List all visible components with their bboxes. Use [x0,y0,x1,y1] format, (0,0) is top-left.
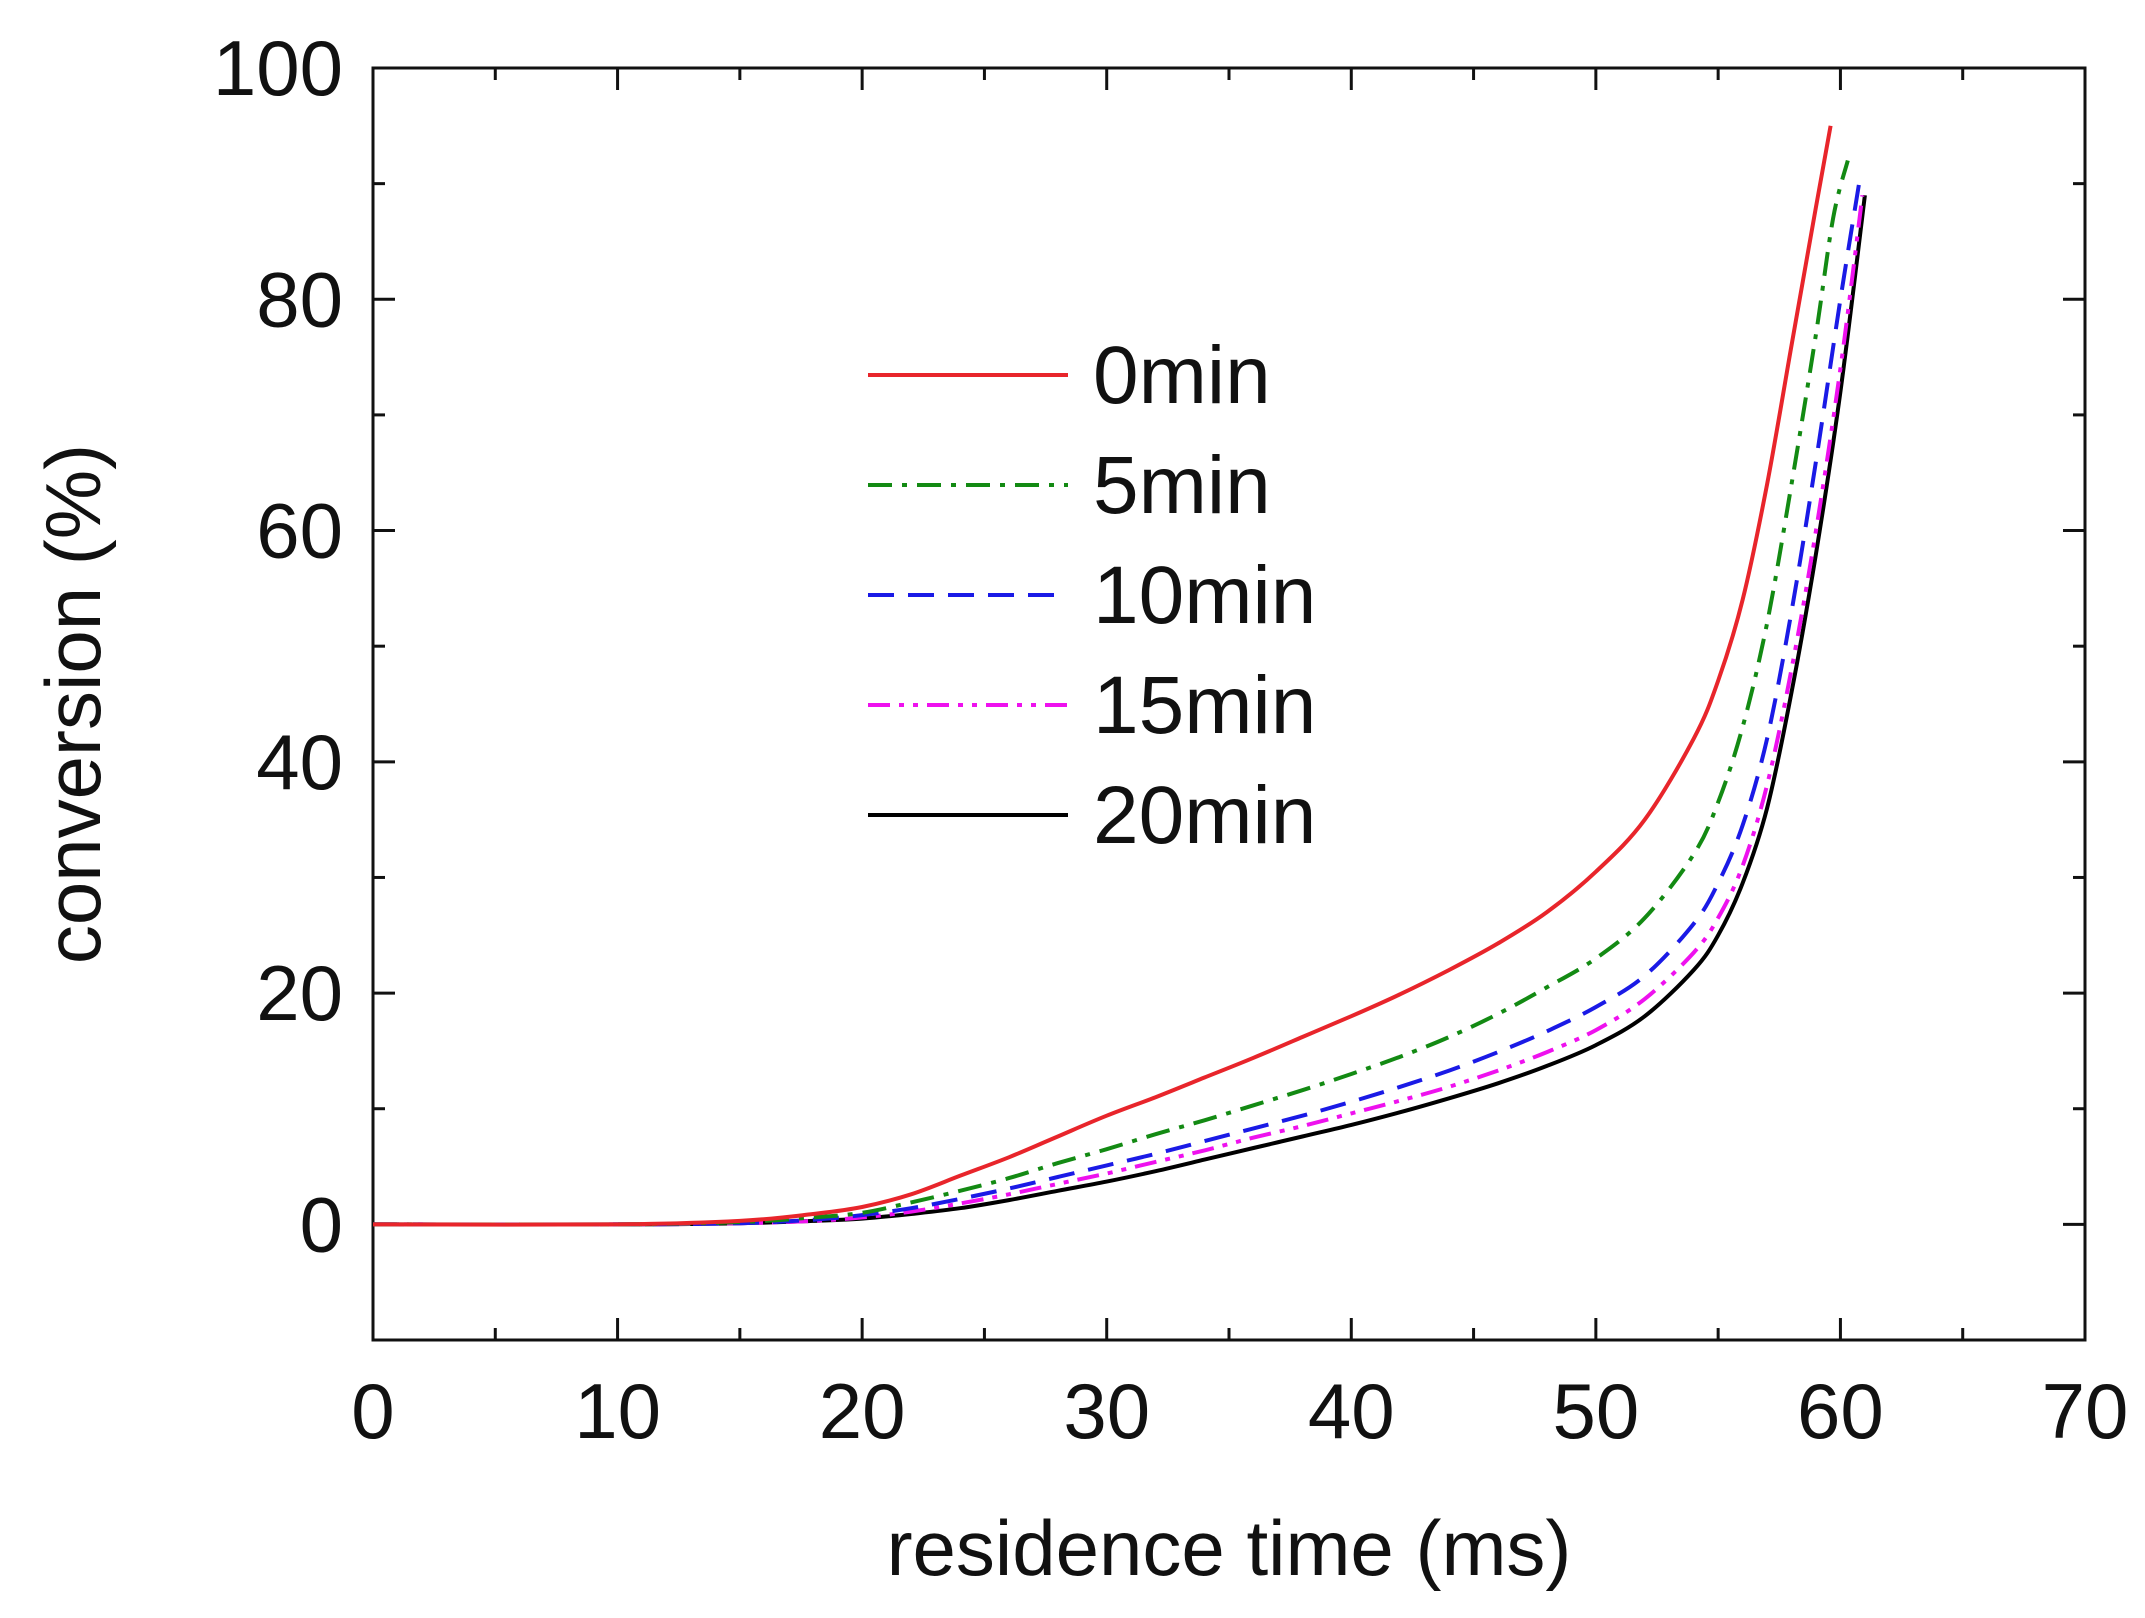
legend: 0min 5min 10min 15min 20min [868,330,1316,861]
series-layer [372,125,1867,1227]
y-tick-label: 100 [213,24,343,112]
series-line-0min [372,125,1833,1227]
x-tick-label: 60 [1797,1367,1884,1455]
x-axis-title: residence time (ms) [887,1504,1572,1592]
legend-label-10min: 10min [1093,550,1316,641]
axis-ticks: 0 10 20 30 40 50 60 70 0 20 40 60 80 100 [213,24,2129,1455]
legend-label-0min: 0min [1093,330,1271,421]
x-tick-label: 20 [819,1367,906,1455]
x-tick-label: 70 [2042,1367,2129,1455]
y-tick-label: 40 [256,718,343,806]
y-tick-label: 20 [256,949,343,1037]
x-tick-label: 50 [1552,1367,1639,1455]
x-tick-label: 10 [574,1367,661,1455]
y-tick-label: 60 [256,487,343,575]
y-tick-label: 0 [300,1180,343,1268]
y-tick-label: 80 [256,255,343,343]
series-line-15min [372,194,1865,1227]
x-tick-label: 40 [1308,1367,1395,1455]
series-line-10min [372,177,1862,1227]
legend-label-20min: 20min [1093,770,1316,861]
legend-label-15min: 15min [1093,660,1316,751]
x-tick-label: 0 [351,1367,394,1455]
y-axis-title: conversion (%) [29,444,117,964]
legend-label-5min: 5min [1093,440,1271,531]
x-tick-label: 30 [1063,1367,1150,1455]
